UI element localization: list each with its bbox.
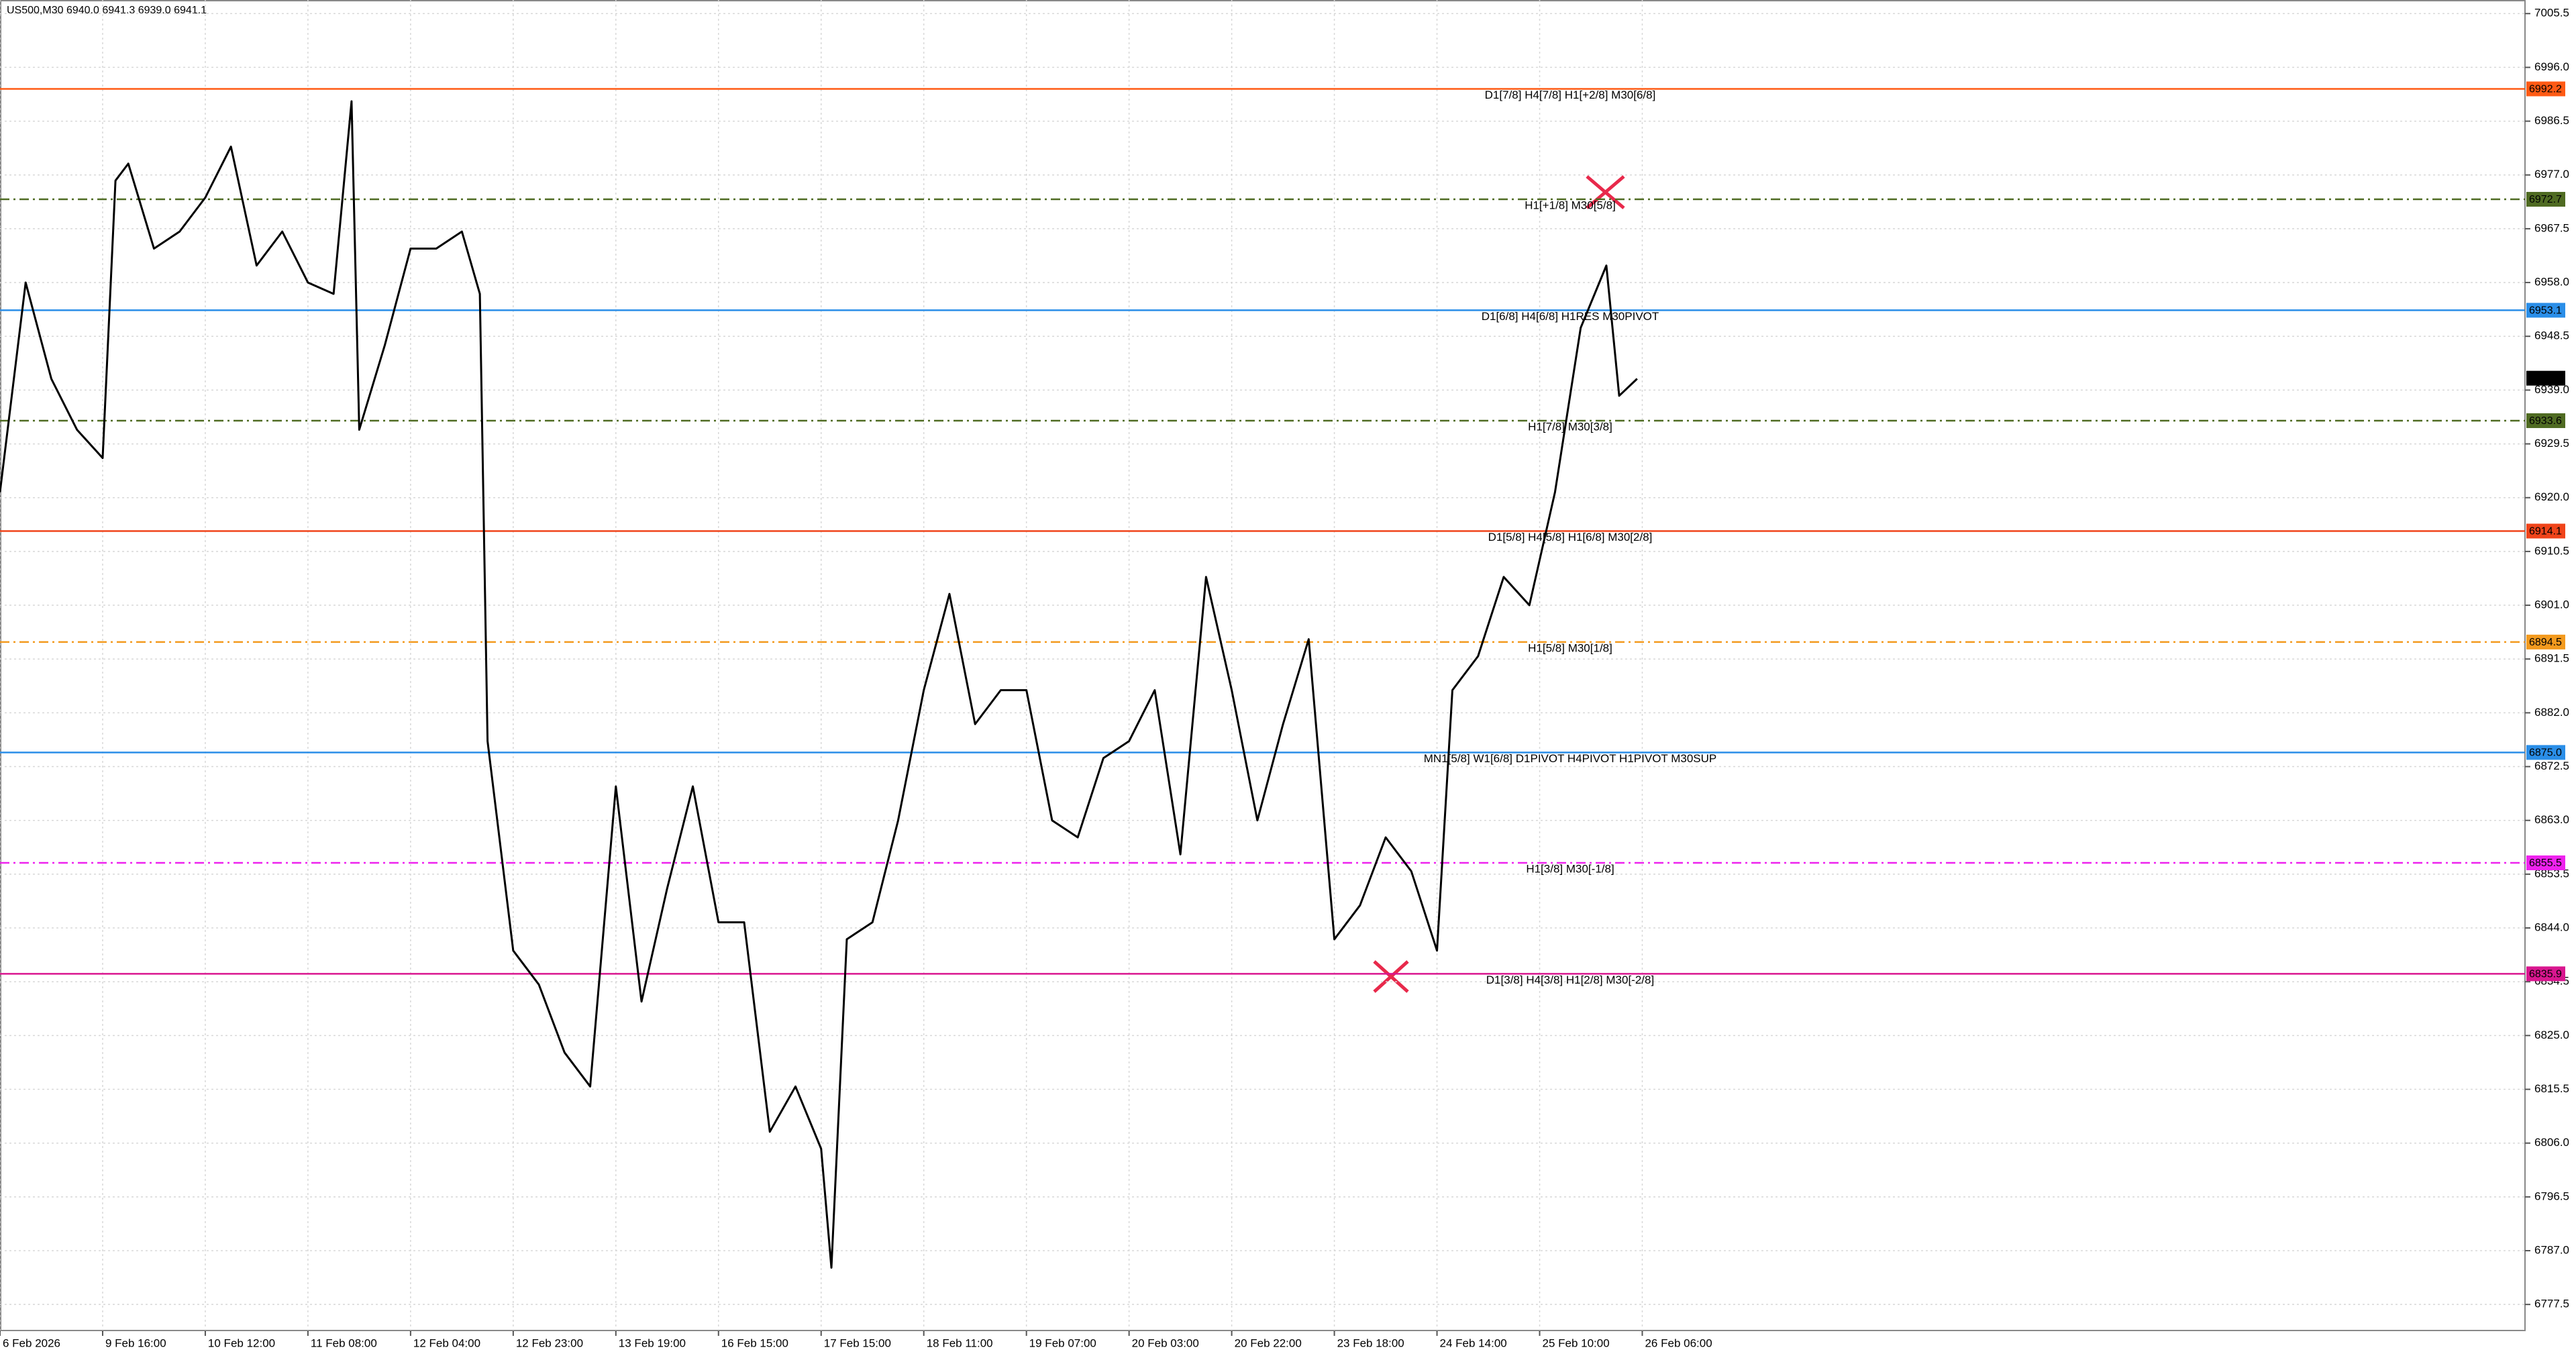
x-tick-label: 9 Feb 16:00	[105, 1337, 166, 1349]
y-tick-label: 6939.0	[2534, 383, 2569, 396]
y-tick-label: 6844.0	[2534, 921, 2569, 934]
price-box-label: 6992.2	[2529, 84, 2562, 95]
y-tick-label: 7005.5	[2534, 7, 2569, 19]
price-box-label: 6914.1	[2529, 526, 2562, 537]
y-tick-label: 6929.5	[2534, 437, 2569, 450]
x-tick-label: 20 Feb 03:00	[1132, 1337, 1199, 1349]
y-tick-label: 6882.0	[2534, 706, 2569, 719]
level-label: D1[3/8] H4[3/8] H1[2/8] M30[-2/8]	[1486, 974, 1654, 986]
price-box-label: 6835.9	[2529, 969, 2562, 980]
price-box	[2526, 966, 2565, 982]
x-tick-label: 24 Feb 14:00	[1440, 1337, 1507, 1349]
y-tick-label: 6958.0	[2534, 276, 2569, 289]
level-label: H1[3/8] M30[-1/8]	[1526, 862, 1614, 875]
current-price-box	[2526, 370, 2565, 386]
y-tick-label: 6977.0	[2534, 168, 2569, 180]
price-box	[2526, 745, 2565, 760]
chart-title: US500,M30 6940.0 6941.3 6939.0 6941.1	[7, 5, 207, 16]
x-tick-label: 13 Feb 19:00	[619, 1337, 686, 1349]
x-tick-label: 26 Feb 06:00	[1645, 1337, 1712, 1349]
current-price-label: 6941.1	[2529, 373, 2562, 384]
price-box	[2526, 855, 2565, 870]
x-tick-label: 18 Feb 11:00	[927, 1337, 993, 1349]
price-box-label: 6855.5	[2529, 857, 2562, 869]
level-label: D1[6/8] H4[6/8] H1RES M30PIVOT	[1482, 310, 1659, 323]
y-tick-label: 6920.0	[2534, 490, 2569, 503]
level-label: H1[7/8] M30[3/8]	[1528, 420, 1612, 433]
y-tick-label: 6825.0	[2534, 1029, 2569, 1041]
y-tick-label: 6777.5	[2534, 1298, 2569, 1310]
x-tick-label: 12 Feb 23:00	[516, 1337, 583, 1349]
x-tick-label: 6 Feb 2026	[3, 1337, 60, 1349]
price-box	[2526, 523, 2565, 539]
level-label: H1[5/8] M30[1/8]	[1528, 641, 1612, 654]
y-tick-label: 6796.5	[2534, 1190, 2569, 1202]
x-tick-label: 16 Feb 15:00	[721, 1337, 788, 1349]
price-line	[0, 100, 1638, 1269]
y-tick-label: 6806.0	[2534, 1136, 2569, 1149]
x-tick-label: 12 Feb 04:00	[413, 1337, 480, 1349]
y-tick-label: 6891.5	[2534, 652, 2569, 665]
y-tick-label: 6986.5	[2534, 114, 2569, 127]
price-box	[2526, 303, 2565, 318]
y-tick-label: 6863.0	[2534, 813, 2569, 826]
price-box	[2526, 192, 2565, 207]
x-tick-label: 19 Feb 07:00	[1029, 1337, 1096, 1349]
price-box	[2526, 81, 2565, 97]
price-box-label: 6875.0	[2529, 747, 2562, 759]
y-tick-label: 6872.5	[2534, 760, 2569, 772]
x-tick-label: 25 Feb 10:00	[1543, 1337, 1610, 1349]
y-tick-label: 6948.5	[2534, 329, 2569, 342]
price-box	[2526, 634, 2565, 649]
level-label: D1[5/8] H4[5/8] H1[6/8] M30[2/8]	[1488, 531, 1653, 543]
level-label: H1[+1/8] M30[5/8]	[1525, 199, 1616, 212]
level-label: MN1[5/8] W1[6/8] D1PIVOT H4PIVOT H1PIVOT…	[1424, 752, 1717, 765]
y-tick-label: 6967.5	[2534, 221, 2569, 234]
x-tick-label: 17 Feb 15:00	[824, 1337, 891, 1349]
signal-marker	[1373, 175, 1625, 993]
y-tick-label: 6787.0	[2534, 1244, 2569, 1257]
y-tick-label: 6815.5	[2534, 1082, 2569, 1095]
level-label: D1[7/8] H4[7/8] H1[+2/8] M30[6/8]	[1485, 89, 1656, 101]
price-box-label: 6933.6	[2529, 415, 2562, 427]
y-tick-label: 6996.0	[2534, 60, 2569, 73]
price-box-label: 6972.7	[2529, 194, 2562, 205]
y-tick-label: 6910.5	[2534, 544, 2569, 557]
plot-frame	[0, 0, 2526, 1331]
x-tick-label: 10 Feb 12:00	[208, 1337, 275, 1349]
x-tick-label: 23 Feb 18:00	[1337, 1337, 1404, 1349]
x-tick-label: 20 Feb 22:00	[1235, 1337, 1302, 1349]
y-tick-label: 6901.0	[2534, 598, 2569, 611]
price-box-label: 6953.1	[2529, 305, 2562, 317]
price-box	[2526, 413, 2565, 428]
y-tick-label: 6853.5	[2534, 867, 2569, 880]
x-tick-label: 11 Feb 08:00	[311, 1337, 377, 1349]
price-box-label: 6894.5	[2529, 637, 2562, 648]
